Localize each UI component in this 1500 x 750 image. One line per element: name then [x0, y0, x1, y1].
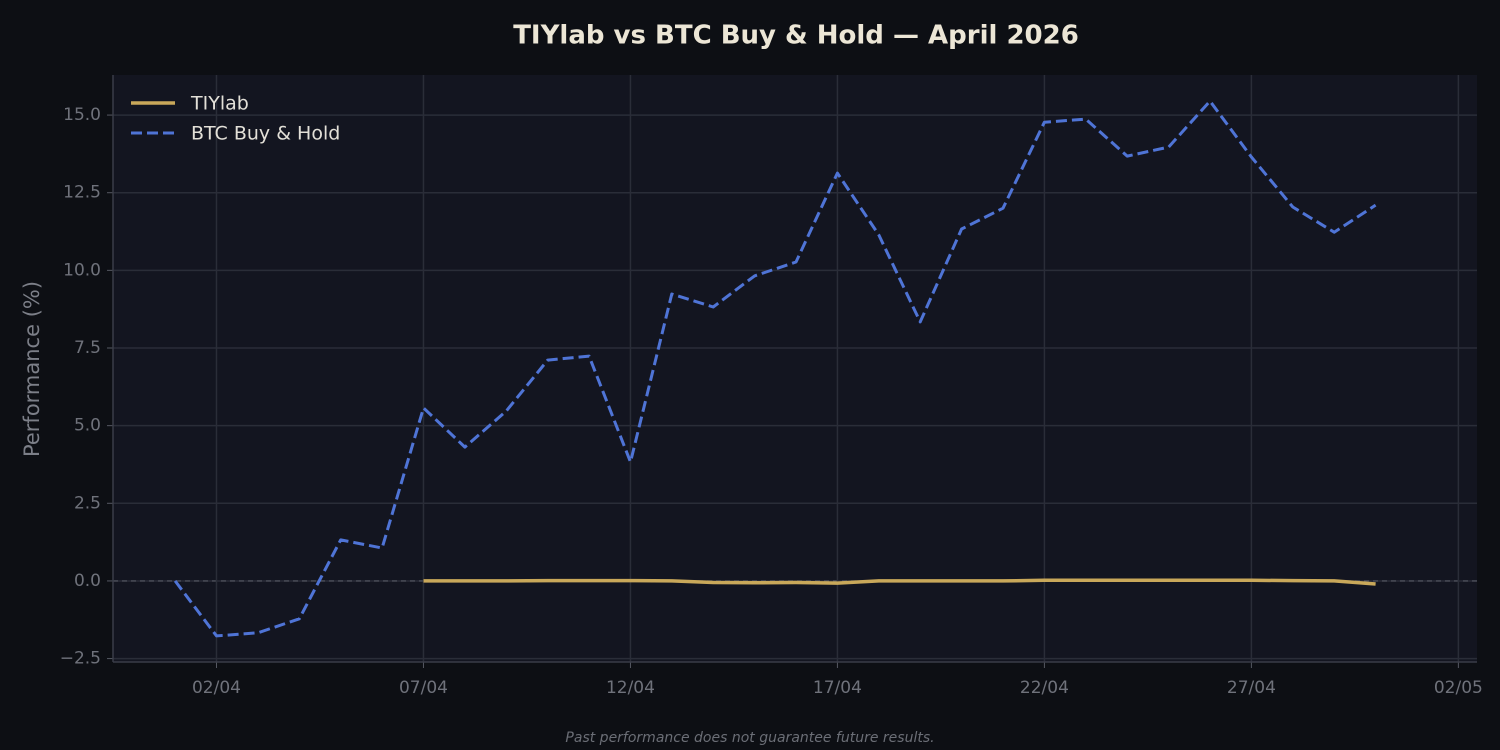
x-tick-label: 07/04 [399, 678, 448, 698]
y-tick-label: 2.5 [74, 493, 101, 513]
x-tick-label: 02/05 [1434, 678, 1483, 698]
series-line [423, 578, 1376, 586]
chart-title: TIYlab vs BTC Buy & Hold — April 2026 [513, 21, 1079, 51]
y-tick-label: 15.0 [63, 105, 101, 125]
legend-label: TIYlab [190, 93, 249, 115]
y-tick-label: 7.5 [74, 338, 101, 358]
y-tick-label: 0.0 [74, 571, 101, 591]
x-tick-label: 22/04 [1020, 678, 1069, 698]
y-tick-label: −2.5 [60, 649, 101, 669]
x-tick-label: 17/04 [813, 678, 862, 698]
y-tick-label: 10.0 [63, 260, 101, 280]
y-tick-label: 12.5 [63, 183, 101, 203]
legend-label: BTC Buy & Hold [191, 123, 340, 145]
x-tick-label: 12/04 [606, 678, 655, 698]
x-tick-label: 27/04 [1227, 678, 1276, 698]
plot-area [113, 75, 1477, 662]
y-tick-label: 5.0 [74, 416, 101, 436]
series-line [173, 99, 1377, 638]
footnote: Past performance does not guarantee futu… [565, 730, 934, 746]
x-tick-label: 02/04 [192, 678, 241, 698]
y-axis-label: Performance (%) [20, 281, 44, 457]
